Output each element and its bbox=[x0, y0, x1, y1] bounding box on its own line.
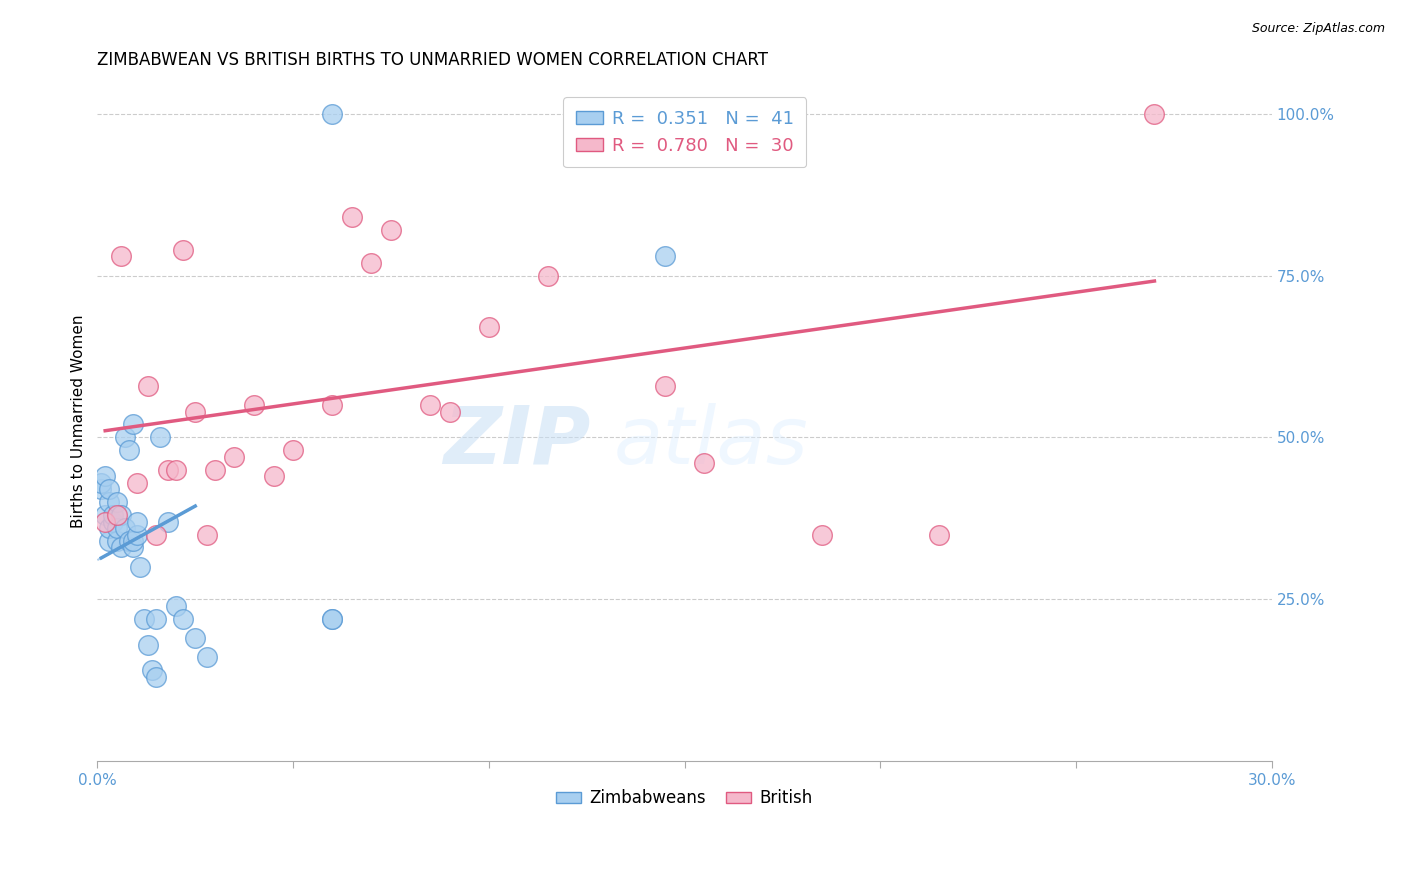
Point bbox=[110, 541, 132, 555]
Point bbox=[693, 456, 716, 470]
Point bbox=[184, 404, 207, 418]
Point bbox=[595, 106, 617, 120]
Point bbox=[204, 463, 226, 477]
Point bbox=[125, 475, 148, 490]
Point bbox=[136, 378, 159, 392]
Point bbox=[321, 398, 343, 412]
Point bbox=[101, 515, 124, 529]
Point bbox=[121, 417, 143, 432]
Point bbox=[165, 599, 187, 613]
Point bbox=[94, 515, 117, 529]
Point bbox=[195, 650, 218, 665]
Point bbox=[281, 443, 304, 458]
Point bbox=[536, 268, 558, 283]
Point bbox=[121, 541, 143, 555]
Point bbox=[118, 443, 141, 458]
Point bbox=[94, 508, 117, 522]
Point bbox=[125, 527, 148, 541]
Point bbox=[118, 533, 141, 548]
Point bbox=[654, 378, 676, 392]
Point bbox=[478, 320, 501, 334]
Point bbox=[1143, 106, 1166, 120]
Point bbox=[654, 106, 676, 120]
Point bbox=[125, 515, 148, 529]
Point bbox=[134, 612, 156, 626]
Point bbox=[156, 463, 179, 477]
Point bbox=[105, 495, 128, 509]
Point bbox=[340, 211, 363, 225]
Point bbox=[380, 223, 402, 237]
Point bbox=[110, 249, 132, 263]
Point bbox=[439, 404, 461, 418]
Point bbox=[98, 482, 121, 496]
Point bbox=[129, 560, 152, 574]
Point bbox=[419, 398, 441, 412]
Point bbox=[136, 638, 159, 652]
Point bbox=[114, 521, 136, 535]
Point bbox=[145, 612, 167, 626]
Legend: Zimbabweans, British: Zimbabweans, British bbox=[550, 782, 820, 814]
Point bbox=[321, 612, 343, 626]
Y-axis label: Births to Unmarried Women: Births to Unmarried Women bbox=[72, 315, 86, 528]
Point bbox=[263, 469, 285, 483]
Point bbox=[105, 508, 128, 522]
Point bbox=[141, 664, 163, 678]
Point bbox=[145, 527, 167, 541]
Point bbox=[184, 631, 207, 645]
Point bbox=[90, 475, 112, 490]
Text: Source: ZipAtlas.com: Source: ZipAtlas.com bbox=[1251, 22, 1385, 36]
Point bbox=[810, 527, 832, 541]
Text: atlas: atlas bbox=[614, 402, 808, 481]
Point bbox=[243, 398, 266, 412]
Point bbox=[195, 527, 218, 541]
Point bbox=[98, 533, 121, 548]
Point bbox=[928, 527, 950, 541]
Point bbox=[156, 515, 179, 529]
Point bbox=[360, 255, 382, 269]
Point bbox=[105, 521, 128, 535]
Point bbox=[321, 612, 343, 626]
Point bbox=[654, 249, 676, 263]
Point bbox=[149, 430, 172, 444]
Text: ZIP: ZIP bbox=[443, 402, 591, 481]
Point bbox=[98, 495, 121, 509]
Text: ZIMBABWEAN VS BRITISH BIRTHS TO UNMARRIED WOMEN CORRELATION CHART: ZIMBABWEAN VS BRITISH BIRTHS TO UNMARRIE… bbox=[97, 51, 768, 69]
Point bbox=[94, 469, 117, 483]
Point bbox=[173, 612, 195, 626]
Point bbox=[165, 463, 187, 477]
Point bbox=[110, 508, 132, 522]
Point bbox=[101, 508, 124, 522]
Point bbox=[224, 450, 246, 464]
Point bbox=[98, 521, 121, 535]
Point bbox=[90, 482, 112, 496]
Point bbox=[145, 670, 167, 684]
Point bbox=[173, 243, 195, 257]
Point bbox=[121, 533, 143, 548]
Point bbox=[114, 430, 136, 444]
Point bbox=[321, 106, 343, 120]
Point bbox=[105, 533, 128, 548]
